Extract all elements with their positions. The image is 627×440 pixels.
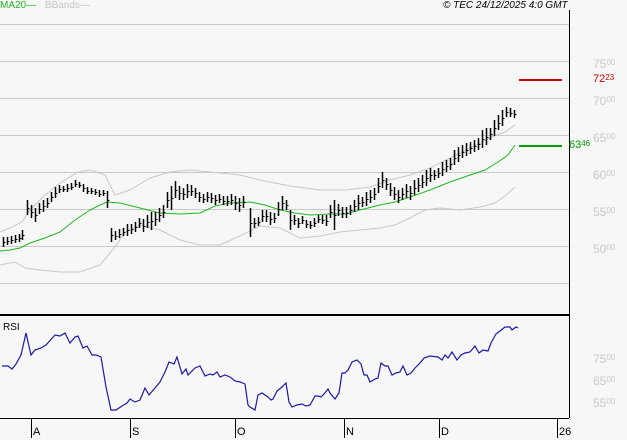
bbands-lower-line bbox=[0, 186, 516, 273]
rsi-axis-label: 5500 bbox=[593, 396, 616, 410]
price-axis-label: 6000 bbox=[593, 168, 616, 182]
rsi-title: RSI bbox=[3, 322, 20, 333]
x-axis-label-nov: N bbox=[346, 426, 354, 438]
price-axis-label: 7000 bbox=[593, 94, 616, 108]
x-axis-label-dec: D bbox=[441, 426, 449, 438]
price-axis-label: 7500 bbox=[593, 57, 616, 71]
rsi-axis-label: 7500 bbox=[593, 352, 616, 366]
price-axis-label: 6500 bbox=[593, 131, 616, 145]
support-level-label: 6346 bbox=[569, 139, 591, 151]
price-axis-label: 5000 bbox=[593, 242, 616, 256]
price-axis-label: 5500 bbox=[593, 205, 616, 219]
bbands-upper-line bbox=[0, 124, 516, 233]
price-bars bbox=[2, 107, 517, 247]
x-ticks bbox=[31, 418, 558, 438]
copyright-timestamp: © TEC 24/12/2025 4:0 GMT bbox=[443, 0, 568, 11]
x-axis-label-oct: O bbox=[237, 426, 246, 438]
x-axis-label-aug: A bbox=[33, 426, 41, 438]
price-grid bbox=[0, 24, 569, 284]
rsi-axis-label: 6500 bbox=[593, 374, 616, 388]
x-axis-label-2026: 26 bbox=[559, 426, 572, 438]
x-axis-label-sep: S bbox=[132, 426, 140, 438]
ma20-line bbox=[0, 144, 516, 252]
resistance-level-label: 7223 bbox=[593, 73, 615, 85]
legend-bbands: BBands— bbox=[44, 0, 90, 11]
rsi-line bbox=[2, 326, 519, 411]
chart-legend: MA20— BBands— bbox=[0, 0, 90, 12]
legend-ma20: MA20— bbox=[0, 0, 37, 11]
